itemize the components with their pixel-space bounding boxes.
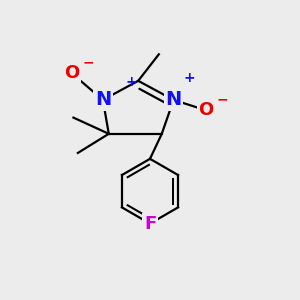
Text: −: −	[216, 92, 228, 106]
Text: −: −	[82, 55, 94, 69]
Text: +: +	[184, 71, 196, 85]
Text: N: N	[95, 90, 111, 110]
Text: +: +	[125, 75, 137, 89]
Text: N: N	[165, 90, 182, 110]
Text: F: F	[144, 214, 156, 232]
Text: O: O	[64, 64, 80, 82]
Text: O: O	[198, 101, 214, 119]
